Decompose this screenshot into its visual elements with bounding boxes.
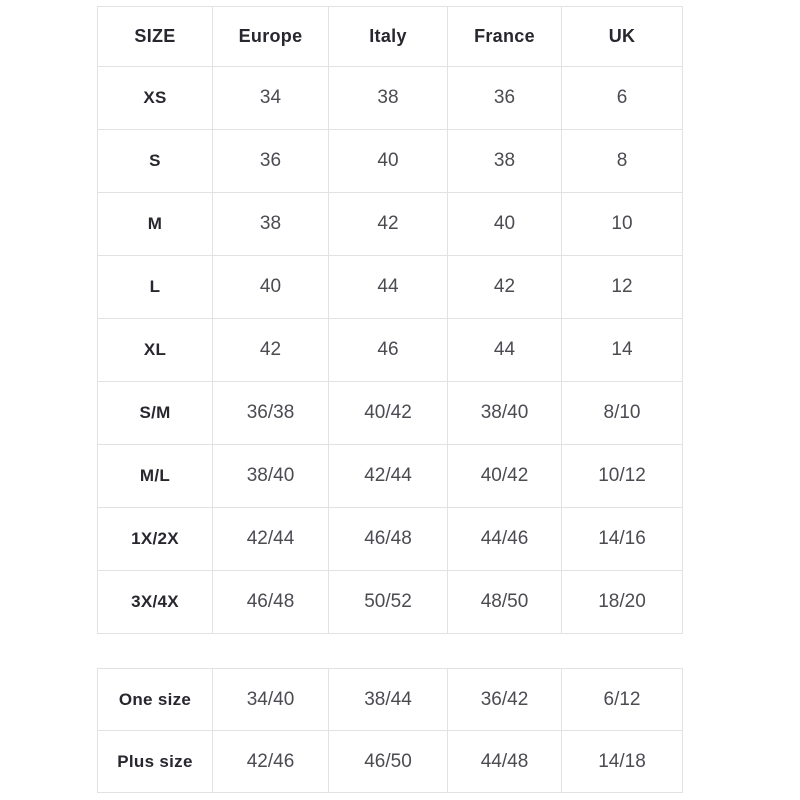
size-label: XS xyxy=(97,66,213,130)
value-cell: 40 xyxy=(447,192,562,256)
size-label: Plus size xyxy=(97,730,213,793)
value-cell: 40/42 xyxy=(328,381,448,445)
value-cell: 44/46 xyxy=(447,507,562,571)
col-header-france: France xyxy=(447,6,562,67)
value-cell: 12 xyxy=(561,255,683,319)
table-row-1x-2x: 1X/2X 42/44 46/48 44/46 14/16 xyxy=(97,507,683,571)
table-row-one-size: One size 34/40 38/44 36/42 6/12 xyxy=(97,668,683,731)
value-cell: 44 xyxy=(328,255,448,319)
value-cell: 40/42 xyxy=(447,444,562,508)
value-cell: 44 xyxy=(447,318,562,382)
value-cell: 14/18 xyxy=(561,730,683,793)
value-cell: 14/16 xyxy=(561,507,683,571)
value-cell: 42/44 xyxy=(212,507,329,571)
value-cell: 38 xyxy=(447,129,562,193)
table-row-xs: XS 34 38 36 6 xyxy=(97,66,683,130)
size-label: XL xyxy=(97,318,213,382)
value-cell: 46/48 xyxy=(212,570,329,634)
value-cell: 10 xyxy=(561,192,683,256)
table-row-l: L 40 44 42 12 xyxy=(97,255,683,319)
table-row-xl: XL 42 46 44 14 xyxy=(97,318,683,382)
value-cell: 36/38 xyxy=(212,381,329,445)
col-header-europe: Europe xyxy=(212,6,329,67)
value-cell: 42 xyxy=(328,192,448,256)
value-cell: 36 xyxy=(212,129,329,193)
value-cell: 34/40 xyxy=(212,668,329,731)
value-cell: 46/50 xyxy=(328,730,448,793)
value-cell: 6/12 xyxy=(561,668,683,731)
table-row-s-m: S/M 36/38 40/42 38/40 8/10 xyxy=(97,381,683,445)
table-row-m-l: M/L 38/40 42/44 40/42 10/12 xyxy=(97,444,683,508)
value-cell: 38/44 xyxy=(328,668,448,731)
table-row-m: M 38 42 40 10 xyxy=(97,192,683,256)
table-row-3x-4x: 3X/4X 46/48 50/52 48/50 18/20 xyxy=(97,570,683,634)
size-label: 1X/2X xyxy=(97,507,213,571)
value-cell: 38 xyxy=(328,66,448,130)
table-row-s: S 36 40 38 8 xyxy=(97,129,683,193)
value-cell: 10/12 xyxy=(561,444,683,508)
value-cell: 46 xyxy=(328,318,448,382)
header-row: SIZE Europe Italy France UK xyxy=(97,6,683,67)
value-cell: 18/20 xyxy=(561,570,683,634)
value-cell: 8/10 xyxy=(561,381,683,445)
value-cell: 50/52 xyxy=(328,570,448,634)
size-label: S xyxy=(97,129,213,193)
value-cell: 40 xyxy=(328,129,448,193)
size-label: S/M xyxy=(97,381,213,445)
value-cell: 36/42 xyxy=(447,668,562,731)
value-cell: 14 xyxy=(561,318,683,382)
value-cell: 36 xyxy=(447,66,562,130)
value-cell: 46/48 xyxy=(328,507,448,571)
value-cell: 40 xyxy=(212,255,329,319)
size-label: 3X/4X xyxy=(97,570,213,634)
table-row-plus-size: Plus size 42/46 46/50 44/48 14/18 xyxy=(97,730,683,793)
value-cell: 6 xyxy=(561,66,683,130)
value-cell: 42 xyxy=(212,318,329,382)
value-cell: 42/46 xyxy=(212,730,329,793)
value-cell: 34 xyxy=(212,66,329,130)
special-sizes-table: One size 34/40 38/44 36/42 6/12 Plus siz… xyxy=(97,668,683,793)
value-cell: 42/44 xyxy=(328,444,448,508)
value-cell: 38/40 xyxy=(212,444,329,508)
value-cell: 38 xyxy=(212,192,329,256)
size-label: M xyxy=(97,192,213,256)
size-label: L xyxy=(97,255,213,319)
col-header-uk: UK xyxy=(561,6,683,67)
size-label: M/L xyxy=(97,444,213,508)
value-cell: 48/50 xyxy=(447,570,562,634)
col-header-size: SIZE xyxy=(97,6,213,67)
col-header-italy: Italy xyxy=(328,6,448,67)
value-cell: 38/40 xyxy=(447,381,562,445)
value-cell: 42 xyxy=(447,255,562,319)
size-conversion-table: SIZE Europe Italy France UK XS 34 38 36 … xyxy=(97,6,683,634)
value-cell: 8 xyxy=(561,129,683,193)
size-label: One size xyxy=(97,668,213,731)
value-cell: 44/48 xyxy=(447,730,562,793)
